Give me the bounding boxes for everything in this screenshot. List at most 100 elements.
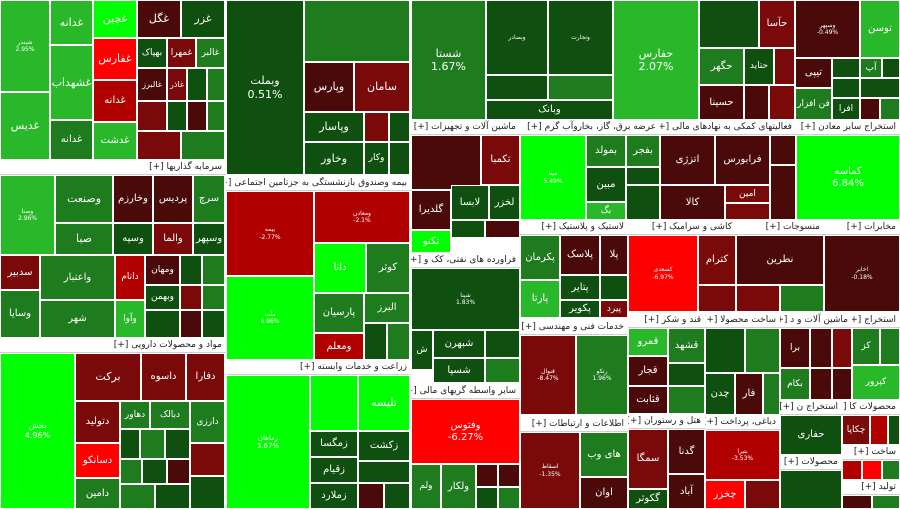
stock-tile[interactable]: کترام <box>698 235 736 285</box>
stock-tile[interactable]: ولم <box>411 464 441 509</box>
stock-tile[interactable]: کالا <box>660 185 725 220</box>
stock-tile[interactable]: وکار <box>364 142 389 175</box>
sector-header[interactable]: لاستیک و پلاستیک [+] <box>520 220 628 235</box>
stock-tile[interactable] <box>626 167 660 185</box>
stock-tile[interactable] <box>486 75 548 100</box>
stock-tile[interactable]: بکام <box>780 368 810 400</box>
stock-tile[interactable]: وبصادر <box>486 0 548 75</box>
sector-header[interactable]: اطلاعات و ارتباطات [+] <box>520 417 628 432</box>
stock-tile[interactable]: آپ <box>860 58 882 78</box>
stock-tile[interactable] <box>167 101 187 131</box>
sector-header[interactable]: استخراج ن [+] <box>780 400 842 415</box>
sector-header[interactable]: کاشی و سرامیک [+] <box>628 220 736 235</box>
stock-tile[interactable]: دبالک <box>150 401 190 429</box>
stock-tile[interactable]: پکویر <box>560 300 600 318</box>
stock-tile[interactable]: وصنعت <box>55 175 113 223</box>
stock-tile[interactable]: چکاپا <box>842 415 870 445</box>
sector-header[interactable]: سایر واسطه گریهای مالی [+] <box>411 384 520 399</box>
stock-tile[interactable] <box>389 142 410 175</box>
stock-tile[interactable] <box>187 68 207 101</box>
stock-tile[interactable] <box>207 101 225 131</box>
stock-tile[interactable]: پارتا <box>520 280 560 318</box>
stock-tile[interactable] <box>832 58 860 78</box>
stock-tile[interactable]: وآوا <box>115 300 145 338</box>
stock-tile[interactable] <box>140 429 165 459</box>
stock-tile[interactable] <box>770 135 796 165</box>
stock-tile[interactable]: غاذر <box>167 68 187 101</box>
stock-tile[interactable]: اخابر -0.18% <box>824 235 900 312</box>
stock-tile[interactable]: اوان <box>580 477 628 509</box>
stock-tile[interactable]: شسپا <box>433 358 485 383</box>
stock-tile[interactable]: کز <box>852 328 880 365</box>
stock-tile[interactable]: زملارد <box>310 483 358 509</box>
stock-tile[interactable]: حآسا <box>759 0 795 48</box>
stock-tile[interactable]: واعتبار <box>40 255 115 300</box>
stock-tile[interactable]: تیپی <box>795 58 832 88</box>
sector-header[interactable]: ساخت محصولا [+] <box>705 313 780 328</box>
sector-header[interactable]: مخابرات [+] <box>824 220 900 235</box>
stock-tile[interactable]: پکرمان <box>520 235 560 280</box>
stock-tile[interactable] <box>310 375 358 431</box>
stock-tile[interactable]: قثابت <box>628 386 668 414</box>
stock-tile[interactable]: حتاید <box>744 48 774 85</box>
sector-header[interactable]: ساخت [+] <box>842 445 900 460</box>
sector-header[interactable]: محصولات [+] <box>780 455 842 470</box>
stock-tile[interactable]: حفارس 2.07% <box>613 0 699 120</box>
stock-tile[interactable]: ومعادن -2.1% <box>314 191 410 243</box>
stock-tile[interactable] <box>810 328 832 368</box>
sector-header[interactable]: ماشین آلات و د [+] <box>780 313 852 328</box>
stock-tile[interactable] <box>498 464 520 487</box>
stock-tile[interactable]: بتیرا -3.53% <box>705 430 780 480</box>
stock-tile[interactable]: تکمبا <box>481 135 520 185</box>
stock-tile[interactable] <box>862 460 882 480</box>
stock-tile[interactable] <box>699 0 759 48</box>
stock-tile[interactable]: غفارس <box>93 38 137 80</box>
stock-tile[interactable] <box>842 460 862 480</box>
stock-tile[interactable]: بگ <box>586 202 626 220</box>
stock-tile[interactable]: پلاسک <box>560 235 600 275</box>
stock-tile[interactable]: حگهر <box>699 48 744 85</box>
stock-tile[interactable]: شپنا 1.83% <box>411 268 520 330</box>
stock-tile[interactable] <box>358 461 410 483</box>
sector-header[interactable]: قند و شکر [+] <box>628 313 705 328</box>
stock-tile[interactable] <box>389 112 410 142</box>
stock-tile[interactable]: وپاسار <box>304 112 364 142</box>
stock-tile[interactable]: افرا <box>832 98 860 120</box>
stock-tile[interactable] <box>780 285 824 312</box>
stock-tile[interactable]: مپنا 5.49% <box>520 135 586 220</box>
stock-tile[interactable] <box>626 185 660 220</box>
stock-tile[interactable] <box>451 220 485 238</box>
stock-tile[interactable]: صبا <box>55 223 113 255</box>
stock-tile[interactable] <box>842 495 872 509</box>
stock-tile[interactable] <box>411 135 481 190</box>
stock-tile[interactable]: کماسه 6.84% <box>796 135 900 220</box>
stock-tile[interactable]: دتولید <box>75 401 120 443</box>
stock-tile[interactable]: وتجارت <box>548 0 613 75</box>
stock-tile[interactable] <box>387 323 410 360</box>
stock-tile[interactable]: قمرو <box>628 328 668 356</box>
stock-tile[interactable] <box>202 285 225 310</box>
stock-tile[interactable] <box>181 131 225 160</box>
stock-tile[interactable]: وبهمن <box>145 285 180 310</box>
stock-tile[interactable]: غدشت <box>93 122 137 160</box>
sector-header[interactable]: منسوجات [+] <box>736 220 824 235</box>
stock-tile[interactable]: غمهرا <box>167 38 196 68</box>
stock-tile[interactable]: فرابورس <box>715 135 770 185</box>
stock-tile[interactable]: پردیس <box>153 175 193 223</box>
stock-tile[interactable]: ولکار <box>441 464 476 509</box>
stock-tile[interactable]: توسن <box>860 0 900 58</box>
stock-tile[interactable] <box>832 78 860 98</box>
stock-tile[interactable] <box>498 487 520 509</box>
stock-tile[interactable] <box>120 429 140 459</box>
stock-tile[interactable] <box>880 98 900 120</box>
stock-tile[interactable] <box>145 310 180 338</box>
stock-tile[interactable] <box>155 484 190 509</box>
stock-tile[interactable]: البرز <box>364 293 410 323</box>
stock-tile[interactable] <box>202 310 225 338</box>
sector-header[interactable]: خدمات فنی و مهندسی [+] <box>520 320 628 335</box>
stock-tile[interactable] <box>882 460 900 480</box>
stock-tile[interactable]: زکشت <box>358 431 410 461</box>
stock-tile[interactable]: پلا <box>600 235 628 275</box>
stock-tile[interactable]: داتام <box>115 255 145 300</box>
stock-tile[interactable]: بمولد <box>586 135 626 167</box>
